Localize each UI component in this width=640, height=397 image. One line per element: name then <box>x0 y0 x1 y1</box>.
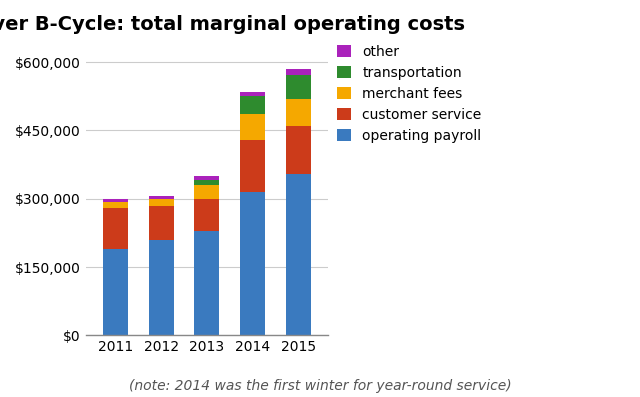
Bar <box>240 92 265 96</box>
Bar <box>195 179 220 185</box>
Bar <box>103 208 128 249</box>
Bar <box>285 126 311 173</box>
Bar <box>195 231 220 335</box>
Bar <box>148 240 173 335</box>
Bar <box>195 176 220 179</box>
Bar <box>285 98 311 126</box>
Bar <box>103 202 128 208</box>
Title: Denver B-Cycle: total marginal operating costs: Denver B-Cycle: total marginal operating… <box>0 15 465 34</box>
Bar <box>148 199 173 206</box>
Bar <box>240 192 265 335</box>
Bar <box>285 75 311 98</box>
Bar <box>285 173 311 335</box>
Bar <box>240 114 265 139</box>
Bar <box>103 249 128 335</box>
Bar <box>148 206 173 240</box>
Bar <box>240 96 265 114</box>
Bar <box>195 185 220 199</box>
Bar <box>240 139 265 192</box>
Bar <box>103 199 128 202</box>
Bar <box>195 199 220 231</box>
Bar <box>285 69 311 75</box>
Text: (note: 2014 was the first winter for year-round service): (note: 2014 was the first winter for yea… <box>129 379 511 393</box>
Bar <box>148 197 173 199</box>
Legend: other, transportation, merchant fees, customer service, operating payroll: other, transportation, merchant fees, cu… <box>337 45 482 143</box>
